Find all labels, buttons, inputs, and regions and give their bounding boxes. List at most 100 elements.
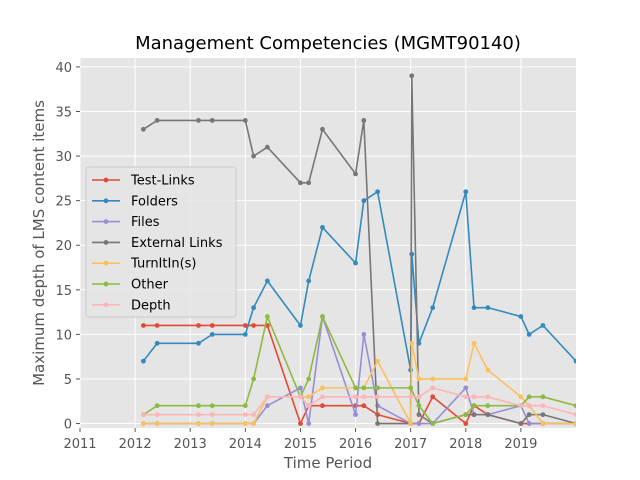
data-point: [251, 421, 256, 426]
data-point: [154, 118, 160, 123]
data-point: [416, 421, 422, 426]
data-point: [518, 421, 524, 426]
y-axis-label: Maximum depth of LMS content items: [30, 100, 48, 386]
data-point: [471, 403, 477, 409]
data-point: [298, 180, 303, 186]
data-point: [463, 412, 469, 418]
data-point: [196, 412, 201, 418]
data-point: [463, 376, 469, 382]
data-point: [242, 323, 248, 328]
x-axis-label: Time Period: [283, 454, 372, 472]
data-point: [485, 394, 491, 400]
data-point: [140, 412, 146, 418]
data-point: [430, 305, 436, 311]
data-point: [361, 118, 367, 123]
data-point: [518, 314, 524, 319]
data-point: [320, 394, 325, 400]
data-point: [196, 340, 201, 346]
data-point: [353, 394, 358, 400]
legend-swatch-marker: [103, 198, 109, 204]
data-point: [242, 421, 248, 426]
data-point: [573, 421, 576, 426]
data-point: [485, 305, 491, 311]
data-point: [140, 323, 146, 328]
data-point: [320, 126, 325, 132]
data-point: [540, 323, 546, 328]
data-point: [353, 171, 358, 177]
data-point: [526, 421, 532, 426]
data-point: [361, 403, 367, 409]
data-point: [306, 394, 312, 400]
data-point: [140, 421, 146, 426]
data-point: [375, 385, 380, 391]
data-point: [471, 305, 477, 311]
legend-swatch-marker: [103, 260, 109, 266]
data-point: [251, 323, 256, 328]
data-point: [306, 180, 312, 186]
legend-swatch-marker: [103, 240, 109, 245]
data-point: [573, 403, 576, 409]
legend-label: Files: [131, 215, 160, 230]
y-tick-label: 30: [55, 150, 72, 165]
data-point: [320, 385, 325, 391]
data-point: [540, 403, 546, 409]
data-point: [416, 376, 422, 382]
data-point: [409, 73, 415, 79]
legend-label: TurnItIn(s): [130, 257, 196, 272]
data-point: [375, 421, 380, 426]
y-tick-label: 25: [55, 195, 72, 210]
data-point: [540, 412, 546, 418]
y-tick-label: 10: [55, 328, 72, 343]
series-line: [142, 75, 576, 425]
y-axis-ticks: 0 5 10 15 20 25 30 35 40: [55, 61, 80, 433]
data-point: [264, 394, 270, 400]
data-point: [361, 331, 367, 337]
y-tick-label: 15: [55, 284, 72, 299]
data-point: [375, 394, 380, 400]
data-point: [196, 421, 201, 426]
data-point: [526, 331, 532, 337]
data-point: [353, 385, 358, 391]
data-point: [306, 421, 312, 426]
data-point: [209, 412, 215, 418]
data-point: [430, 385, 436, 391]
legend-label: Test-Links: [130, 174, 195, 189]
data-point: [471, 394, 477, 400]
data-point: [251, 376, 256, 382]
series-lines: [140, 73, 576, 426]
data-point: [209, 403, 215, 409]
series-depth: [140, 385, 576, 418]
legend-label: Folders: [131, 194, 178, 209]
series-line: [143, 342, 576, 425]
legend: Test-Links Folders Files External Links Turn…: [85, 166, 237, 318]
data-point: [264, 403, 270, 409]
data-point: [485, 403, 491, 409]
data-point: [485, 412, 491, 418]
data-point: [353, 260, 358, 266]
data-point: [526, 394, 532, 400]
data-point: [140, 126, 146, 132]
data-point: [471, 412, 477, 418]
data-point: [264, 314, 270, 319]
data-point: [416, 394, 422, 400]
data-point: [485, 367, 491, 373]
data-point: [209, 323, 215, 328]
x-tick-label: 2013: [174, 437, 207, 452]
series-folders: [140, 189, 576, 373]
y-tick-label: 5: [64, 373, 72, 388]
data-point: [196, 118, 201, 123]
legend-swatch-marker: [103, 177, 109, 183]
data-point: [416, 403, 422, 409]
x-tick-label: 2014: [229, 437, 262, 452]
data-point: [140, 358, 146, 364]
x-tick-label: 2015: [284, 437, 317, 452]
legend-label: External Links: [131, 236, 223, 251]
data-point: [306, 403, 312, 409]
data-point: [408, 394, 414, 400]
data-point: [430, 394, 436, 400]
legend-swatch-marker: [103, 281, 109, 287]
data-point: [264, 278, 270, 284]
x-axis-ticks: 2011 2012 2013 2014 2015 2016 2017 2018 2019: [63, 428, 537, 452]
data-point: [154, 421, 160, 426]
